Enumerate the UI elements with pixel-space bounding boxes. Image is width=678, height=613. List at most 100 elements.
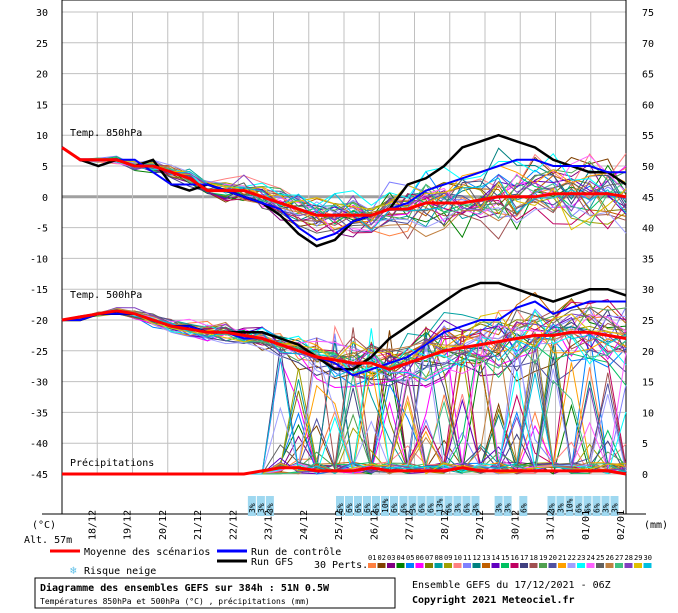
member-legend-number: 28 xyxy=(625,554,633,562)
label-temp-850: Temp. 850hPa xyxy=(70,128,142,139)
x-date-label: 26/12 xyxy=(369,510,380,540)
left-tick-label: 10 xyxy=(36,131,48,142)
member-legend-number: 30 xyxy=(644,554,652,562)
x-date-label: 27/12 xyxy=(405,510,416,540)
right-tick-label: 5 xyxy=(642,439,648,450)
snow-risk-value: 3% xyxy=(548,503,557,513)
member-legend-number: 22 xyxy=(568,554,576,562)
left-tick-label: 0 xyxy=(42,193,48,204)
snow-risk-value: 3% xyxy=(504,503,513,513)
right-tick-label: 50 xyxy=(642,162,654,173)
gfs_850-line xyxy=(61,133,627,248)
member-legend-number: 04 xyxy=(397,554,405,562)
snow-risk-value: 3% xyxy=(471,503,480,513)
member-legend-swatch xyxy=(529,563,538,568)
member-legend-swatch xyxy=(520,563,528,568)
left-tick-label: 15 xyxy=(36,100,48,111)
snow-risk-box xyxy=(583,496,592,516)
snow-risk-value: 10% xyxy=(566,498,575,513)
snow-risk-box xyxy=(399,496,408,516)
left-tick-label: 25 xyxy=(36,39,48,50)
member-legend-number: 05 xyxy=(406,554,414,562)
x-date-label: 18/12 xyxy=(87,510,98,540)
member-legend-swatch xyxy=(501,563,509,568)
member-series-line xyxy=(61,308,627,365)
right-tick-label: 35 xyxy=(642,254,654,265)
x-date-label: 29/12 xyxy=(475,510,486,540)
member-legend-number: 25 xyxy=(596,554,604,562)
x-date-label: 25/12 xyxy=(334,510,345,540)
snow-risk-value: 3% xyxy=(495,503,504,513)
member-legend-swatch xyxy=(444,563,452,568)
title-box xyxy=(34,577,396,609)
right-tick-label: 40 xyxy=(642,224,654,235)
snow-risk-box xyxy=(265,496,274,516)
legend-mean-label: Moyenne des scénarios xyxy=(84,546,210,558)
left-tick-label: -40 xyxy=(30,439,48,450)
right-tick-label: 55 xyxy=(642,131,654,142)
right-tick-label: 20 xyxy=(642,347,654,358)
snow-risk-box xyxy=(408,496,417,516)
x-date-label: 23/12 xyxy=(264,510,275,540)
snow-risk-value: 6% xyxy=(390,503,399,513)
x-date-label: 24/12 xyxy=(299,510,310,540)
member-legend-number: 26 xyxy=(606,554,614,562)
snow-risk-value: 6% xyxy=(372,503,381,513)
left-tick-label: -20 xyxy=(30,316,48,327)
right-tick-label: 60 xyxy=(642,100,654,111)
label-temp-500: Temp. 500hPa xyxy=(70,290,142,301)
member-legend-number: 10 xyxy=(454,554,462,562)
member-legend-swatch xyxy=(510,563,519,568)
member-legend: 01 02 03 04 05 06 07 08 09 10 11 12 13 14 15 16 17 18 19 20… xyxy=(368,554,652,568)
snow-risk-value: 6% xyxy=(575,503,584,513)
snow-risk-box xyxy=(390,496,398,516)
right-tick-label: 70 xyxy=(642,39,654,50)
member-legend-swatch xyxy=(377,563,386,568)
member-legend-swatch xyxy=(453,563,462,568)
x-date-label: 21/12 xyxy=(193,510,204,540)
left-tick-label: -25 xyxy=(30,347,48,358)
member-legend-number: 29 xyxy=(634,554,642,562)
member-legend-swatch xyxy=(368,563,376,568)
snowflake-icon: ❄ xyxy=(70,564,77,577)
snow-risk-value: 3% xyxy=(248,503,257,513)
snow-risk-box xyxy=(592,496,601,516)
left-tick-label: 30 xyxy=(36,8,48,19)
member-legend-number: 21 xyxy=(558,554,566,562)
snow-risk-box xyxy=(372,496,380,516)
snow-risk-box xyxy=(256,496,265,516)
member-legend-swatch xyxy=(548,563,557,568)
snow-risk-box xyxy=(503,496,512,516)
snow-risk-value: 6% xyxy=(462,503,471,513)
legend-perts-label: 30 Perts. xyxy=(314,560,368,571)
x-date-label: 02/01 xyxy=(616,510,627,540)
member-series-line xyxy=(61,147,627,234)
copyright: Copyright 2021 Meteociel.fr xyxy=(412,594,575,606)
label-precipitations: Précipitations xyxy=(70,457,154,469)
snow-risk-value: 3% xyxy=(453,503,462,513)
member-legend-swatch xyxy=(396,563,405,568)
main-series xyxy=(61,133,627,476)
snow-risk-value: 6% xyxy=(426,503,435,513)
member-legend-swatch xyxy=(605,563,614,568)
x-date-label: 20/12 xyxy=(158,510,169,540)
snow-risk-box xyxy=(601,496,610,516)
member-legend-number: 15 xyxy=(501,554,509,562)
member-legend-swatch xyxy=(567,563,576,568)
mean-precip-line xyxy=(62,466,627,476)
right-tick-label: 25 xyxy=(642,316,654,327)
member-legend-number: 27 xyxy=(615,554,623,562)
snow-risk-box xyxy=(444,496,453,516)
snow-risk-value: 3% xyxy=(266,503,275,513)
member-legend-swatch xyxy=(482,563,490,568)
title-line-2: Températures 850hPa et 500hPa (°C) , pré… xyxy=(40,596,310,606)
snow-risk-value: 6% xyxy=(593,503,602,513)
left-tick-label: -10 xyxy=(30,254,48,265)
member-legend-swatch xyxy=(615,563,623,568)
snow-risk-box xyxy=(565,496,574,516)
member-series-line xyxy=(61,307,627,366)
snow-risk-value: 6% xyxy=(363,503,372,513)
snow-risk-value: 6% xyxy=(444,503,453,513)
snow-risk-box xyxy=(336,496,344,516)
